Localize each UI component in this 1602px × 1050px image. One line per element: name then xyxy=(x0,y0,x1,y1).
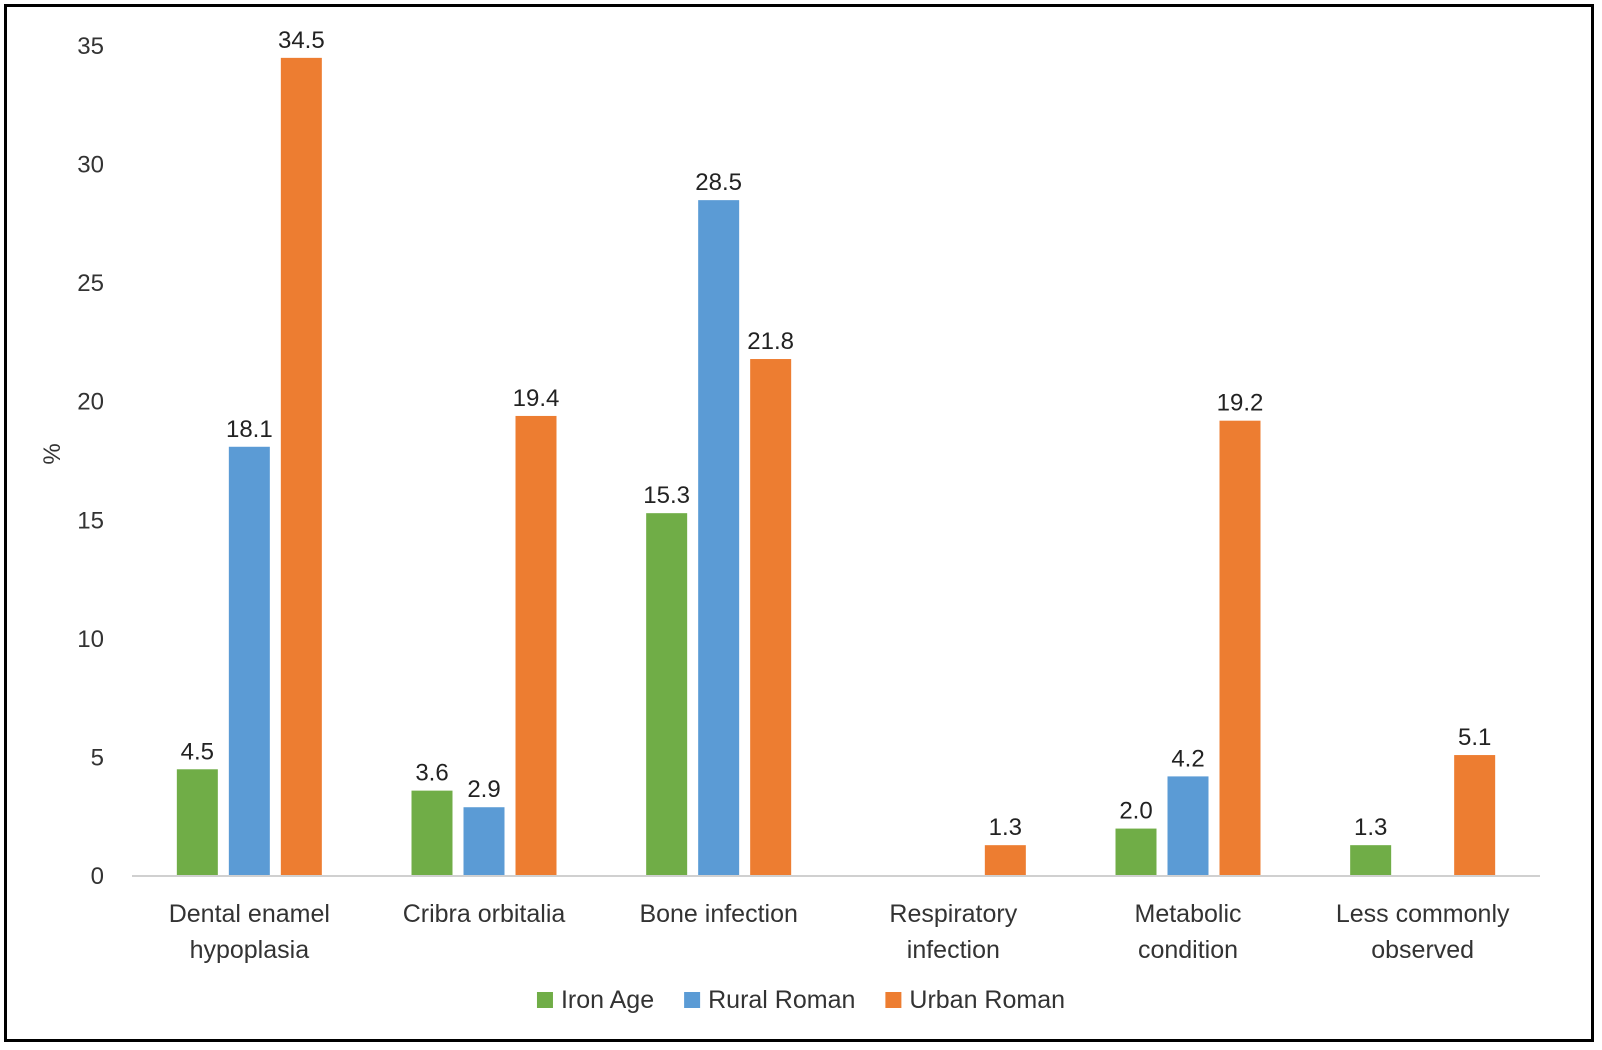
legend-label: Urban Roman xyxy=(909,986,1065,1014)
y-tick-label: 35 xyxy=(77,33,104,60)
legend-swatch xyxy=(536,992,553,1008)
bar-rural-roman xyxy=(463,807,505,876)
legend-swatch xyxy=(684,992,701,1008)
x-category-label: Cribra orbitalia xyxy=(403,900,566,928)
bars: 4.5 3.6 15.3 2.0 1.3 18.1 2.9 28.5 4.2 34.5 19.4 21… xyxy=(176,27,1496,877)
x-axis-categories: Dental enamel hypoplasia Cribra orbitalia B… xyxy=(169,900,1510,964)
bar-urban-roman xyxy=(750,359,792,876)
data-label: 5.1 xyxy=(1458,724,1491,751)
bar-urban-roman xyxy=(515,415,557,876)
data-label: 18.1 xyxy=(226,416,273,443)
y-axis: 0 5 10 15 20 25 30 35 xyxy=(77,33,104,890)
y-tick-label: 5 xyxy=(91,744,104,771)
data-label: 15.3 xyxy=(643,482,690,509)
y-tick-label: 20 xyxy=(77,389,104,416)
y-tick-label: 10 xyxy=(77,626,104,653)
x-category-label: Dental enamel hypoplasia xyxy=(169,900,330,964)
x-category-label: Respiratory infection xyxy=(889,900,1017,964)
bar-rural-roman xyxy=(698,200,740,877)
data-label: 4.2 xyxy=(1171,745,1204,772)
x-category-label: Metabolic condition xyxy=(1135,900,1242,964)
y-axis-label: % xyxy=(39,443,66,464)
data-label: 34.5 xyxy=(278,27,325,54)
bar-iron-age xyxy=(1350,845,1392,876)
y-tick-label: 0 xyxy=(91,863,104,890)
bar-iron-age xyxy=(1115,828,1157,876)
bar-iron-age xyxy=(646,513,688,876)
y-tick-label: 15 xyxy=(77,507,104,534)
data-label: 1.3 xyxy=(989,814,1022,841)
bar-urban-roman xyxy=(984,845,1026,876)
legend-label: Iron Age xyxy=(561,986,654,1014)
y-tick-label: 25 xyxy=(77,270,104,297)
bar-rural-roman xyxy=(228,446,270,876)
data-label: 3.6 xyxy=(415,760,448,787)
data-label: 4.5 xyxy=(181,738,214,765)
bar-iron-age xyxy=(176,769,218,876)
y-tick-label: 30 xyxy=(77,152,104,179)
data-label: 19.2 xyxy=(1217,390,1264,417)
bar-urban-roman xyxy=(280,57,322,877)
bar-rural-roman xyxy=(1167,776,1209,876)
data-label: 2.0 xyxy=(1119,798,1152,825)
data-label: 19.4 xyxy=(513,385,560,412)
legend: Iron Age Rural Roman Urban Roman xyxy=(536,986,1065,1014)
x-category-label: Less commonly observed xyxy=(1336,900,1510,964)
bar-urban-roman xyxy=(1454,755,1496,876)
legend-swatch xyxy=(885,992,902,1008)
data-label: 1.3 xyxy=(1354,814,1387,841)
bar-urban-roman xyxy=(1219,420,1261,876)
data-label: 21.8 xyxy=(747,328,794,355)
x-category-label: Bone infection xyxy=(639,900,797,928)
bar-iron-age xyxy=(411,790,453,876)
legend-label: Rural Roman xyxy=(708,986,855,1014)
data-label: 28.5 xyxy=(695,169,742,196)
data-label: 2.9 xyxy=(467,776,500,803)
